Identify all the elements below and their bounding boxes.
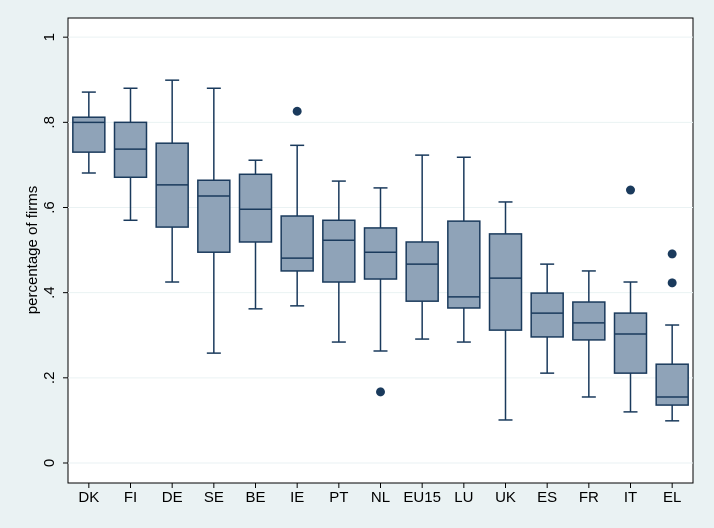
x-tick-label: NL — [371, 489, 390, 506]
outlier — [376, 387, 385, 397]
box — [322, 219, 356, 283]
outlier — [667, 249, 677, 259]
box — [530, 292, 564, 338]
x-tick-label: ES — [537, 489, 557, 506]
x-tick-label: FI — [124, 489, 137, 506]
x-tick-label: DK — [78, 489, 99, 506]
y-axis-label: percentage of firms — [24, 186, 41, 314]
outlier — [667, 278, 677, 288]
x-tick-label: DE — [162, 489, 183, 506]
x-tick-label: IE — [290, 489, 304, 506]
box — [572, 301, 606, 341]
box — [447, 220, 481, 309]
y-tick-label: .4 — [41, 286, 58, 299]
x-tick-label: LU — [454, 489, 473, 506]
box — [238, 173, 273, 243]
y-tick-label: 0 — [41, 459, 58, 467]
x-tick-label: IT — [624, 489, 637, 506]
box — [655, 363, 689, 406]
y-tick-label: .6 — [41, 201, 58, 214]
x-tick-label: BE — [245, 489, 265, 506]
x-tick-label: SE — [204, 489, 224, 506]
x-tick-label: EL — [663, 489, 681, 506]
x-tick-label: UK — [495, 489, 516, 506]
box — [488, 233, 523, 331]
box — [405, 241, 439, 302]
y-tick-label: 1 — [41, 33, 58, 41]
box — [197, 179, 231, 253]
box — [613, 312, 648, 374]
x-tick-label: FR — [579, 489, 599, 506]
y-tick-label: .8 — [41, 116, 58, 129]
y-tick-label: .2 — [41, 372, 58, 385]
outlier — [626, 185, 635, 195]
x-tick-label: PT — [329, 489, 348, 506]
outlier — [292, 106, 302, 116]
x-tick-label: EU15 — [403, 489, 441, 506]
box — [280, 215, 314, 272]
box — [363, 227, 398, 280]
